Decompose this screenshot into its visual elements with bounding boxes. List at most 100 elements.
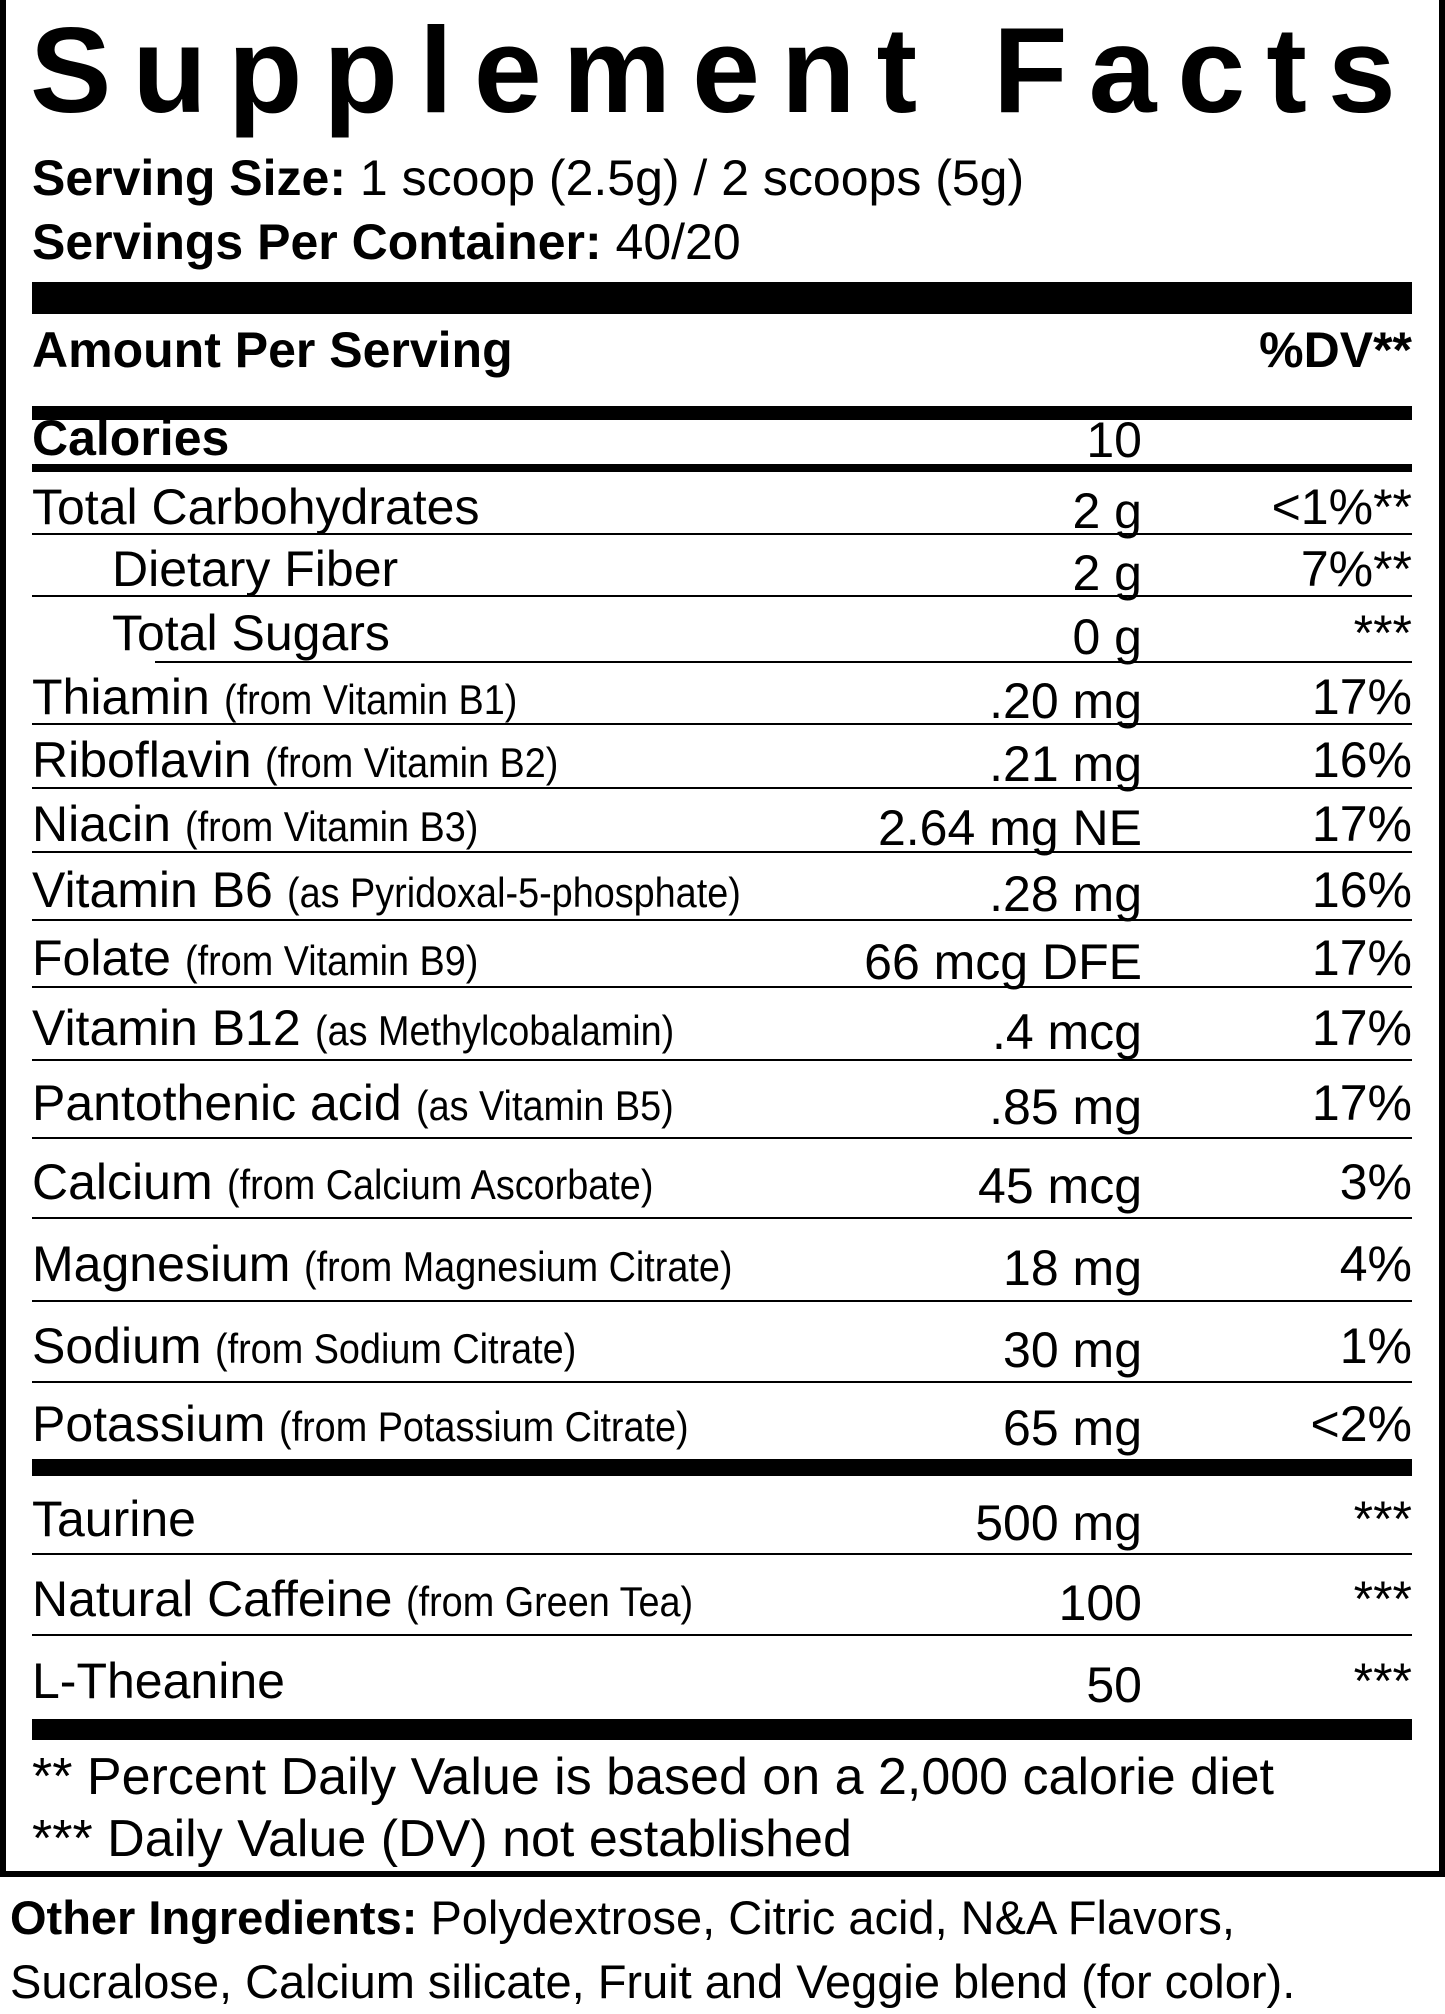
nutrient-source: (from Green Tea) <box>406 1578 694 1625</box>
thick-divider <box>32 282 1412 314</box>
other-ingredients-label: Other Ingredients: <box>10 1891 418 1944</box>
nutrient-name: Potassium (from Potassium Citrate) <box>32 1399 734 1449</box>
nutrient-amount: 50 <box>1086 1657 1142 1713</box>
nutrient-dv: 7%** <box>1300 541 1412 597</box>
calories-label: Calories <box>32 410 230 466</box>
nutrient-amount: 65 mg <box>1003 1400 1142 1456</box>
nutrient-name: Magnesium (from Magnesium Citrate) <box>32 1239 780 1289</box>
nutrient-label: Vitamin B12 <box>32 1000 301 1056</box>
row-divider <box>32 1217 1412 1219</box>
nutrient-amount: 100 <box>1058 1575 1142 1631</box>
nutrient-source: (from Vitamin B1) <box>223 676 518 723</box>
row-divider <box>32 595 1412 597</box>
servings-per-container: Servings Per Container: 40/20 <box>32 212 741 272</box>
nutrient-label: Folate <box>32 930 171 986</box>
nutrient-label: Total Carbohydrates <box>32 479 480 535</box>
footnote-dv: ** Percent Daily Value is based on a 2,0… <box>32 1748 1275 1806</box>
thick-divider <box>32 1719 1412 1740</box>
nutrient-dv: *** <box>1353 1571 1412 1627</box>
row-divider <box>32 1381 1412 1383</box>
nutrient-row: Vitamin B6 (as Pyridoxal-5-phosphate) .28… <box>0 853 1445 921</box>
row-divider <box>32 787 1412 789</box>
nutrient-row: Taurine 500 mg *** <box>0 1476 1445 1555</box>
nutrient-amount: 66 mcg DFE <box>864 934 1142 990</box>
nutrient-amount: .28 mg <box>989 866 1142 922</box>
nutrient-row: Thiamin (from Vitamin B1) .20 mg 17% <box>0 663 1445 729</box>
nutrient-label: Potassium <box>32 1396 266 1452</box>
nutrient-amount: 45 mcg <box>978 1158 1142 1214</box>
row-divider <box>32 1634 1412 1636</box>
nutrient-dv: 17% <box>1311 930 1412 986</box>
nutrient-label: Vitamin B6 <box>32 862 273 918</box>
nutrient-dv: *** <box>1353 1491 1412 1547</box>
nutrient-label: Magnesium <box>32 1236 291 1292</box>
nutrient-row: Magnesium (from Magnesium Citrate) 18 mg 4… <box>0 1219 1445 1302</box>
nutrient-label: Natural Caffeine <box>32 1571 393 1627</box>
nutrient-amount: 2 g <box>1072 545 1142 601</box>
nutrient-source: (as Pyridoxal-5-phosphate) <box>286 869 741 916</box>
row-divider <box>32 1059 1412 1061</box>
nutrient-row: Niacin (from Vitamin B3) 2.64 mg NE 17% <box>0 789 1445 853</box>
nutrient-row: Total Carbohydrates 2 g <1%** <box>0 472 1445 539</box>
other-ingredients-line1: Polydextrose, Citric acid, N&A Flavors, <box>430 1891 1235 1944</box>
nutrient-amount: 2.64 mg NE <box>877 800 1142 856</box>
nutrient-amount: 2 g <box>1072 483 1142 539</box>
nutrient-name: Vitamin B6 (as Pyridoxal-5-phosphate) <box>32 865 791 915</box>
nutrient-amount: 0 g <box>1072 609 1142 665</box>
row-divider <box>32 1300 1412 1302</box>
nutrient-label: Riboflavin <box>32 732 252 788</box>
nutrient-dv: 17% <box>1311 1075 1412 1131</box>
nutrient-name: Taurine <box>32 1494 210 1544</box>
calories-divider <box>32 464 1412 472</box>
nutrient-dv: 17% <box>1311 796 1412 852</box>
nutrient-source: (from Calcium Ascorbate) <box>226 1161 653 1208</box>
other-ingredients: Other Ingredients: Polydextrose, Citric … <box>10 1886 1235 1950</box>
nutrient-dv: 16% <box>1311 862 1412 918</box>
nutrient-name: Folate (from Vitamin B9) <box>32 933 511 983</box>
nutrient-source: (from Sodium Citrate) <box>215 1325 577 1372</box>
nutrient-source: (as Vitamin B5) <box>415 1082 674 1129</box>
nutrient-dv: 17% <box>1311 1000 1412 1056</box>
nutrient-label: Sodium <box>32 1318 202 1374</box>
nutrient-source: (from Potassium Citrate) <box>279 1403 689 1450</box>
nutrient-name: Pantothenic acid (as Vitamin B5) <box>32 1078 702 1128</box>
nutrient-dv: *** <box>1353 1653 1412 1709</box>
nutrient-label: Niacin <box>32 796 171 852</box>
nutrient-row: Total Sugars 0 g *** <box>0 597 1445 663</box>
nutrient-amount: .20 mg <box>989 673 1142 729</box>
nutrient-dv: 17% <box>1311 669 1412 725</box>
thick-divider <box>32 1459 1412 1476</box>
footnote-not-established: *** Daily Value (DV) not established <box>32 1810 852 1868</box>
nutrient-name: Total Sugars <box>112 608 404 658</box>
nutrient-dv: <2% <box>1310 1396 1412 1452</box>
nutrient-source: (as Methylcobalamin) <box>314 1007 674 1054</box>
nutrient-dv: *** <box>1353 605 1412 661</box>
nutrient-amount: 500 mg <box>975 1495 1142 1551</box>
serving-size-value: 1 scoop (2.5g) / 2 scoops (5g) <box>359 150 1025 206</box>
nutrient-source: (from Vitamin B9) <box>184 937 479 984</box>
nutrient-name: Niacin (from Vitamin B3) <box>32 799 511 849</box>
nutrient-row: Pantothenic acid (as Vitamin B5) .85 mg 17… <box>0 1061 1445 1139</box>
row-divider <box>32 533 1412 535</box>
serving-size-label: Serving Size: <box>32 150 346 206</box>
nutrient-name: Sodium (from Sodium Citrate) <box>32 1321 617 1371</box>
supplement-facts-panel <box>0 0 1445 1877</box>
nutrient-name: Total Carbohydrates <box>32 482 493 532</box>
nutrient-name: Dietary Fiber <box>112 544 412 594</box>
serving-size: Serving Size: 1 scoop (2.5g) / 2 scoops … <box>32 148 1024 208</box>
row-divider <box>32 986 1412 988</box>
nutrient-name: Thiamin (from Vitamin B1) <box>32 672 550 722</box>
row-divider <box>32 1137 1412 1139</box>
nutrient-row: Potassium (from Potassium Citrate) 65 mg <… <box>0 1383 1445 1459</box>
nutrient-amount: .21 mg <box>989 736 1142 792</box>
nutrient-row: L-Theanine 50 *** <box>0 1636 1445 1719</box>
nutrient-label: Dietary Fiber <box>112 541 399 597</box>
nutrient-row: Dietary Fiber 2 g 7%** <box>0 535 1445 601</box>
nutrient-row: Folate (from Vitamin B9) 66 mcg DFE 17% <box>0 921 1445 988</box>
medium-divider <box>32 406 1412 420</box>
servings-per-container-value: 40/20 <box>615 214 741 270</box>
nutrient-row: Vitamin B12 (as Methylcobalamin) .4 mcg 17… <box>0 988 1445 1061</box>
panel-title: Supplement Facts <box>30 2 1417 138</box>
nutrient-dv: 1% <box>1339 1318 1412 1374</box>
dv-heading: %DV** <box>1259 322 1412 378</box>
